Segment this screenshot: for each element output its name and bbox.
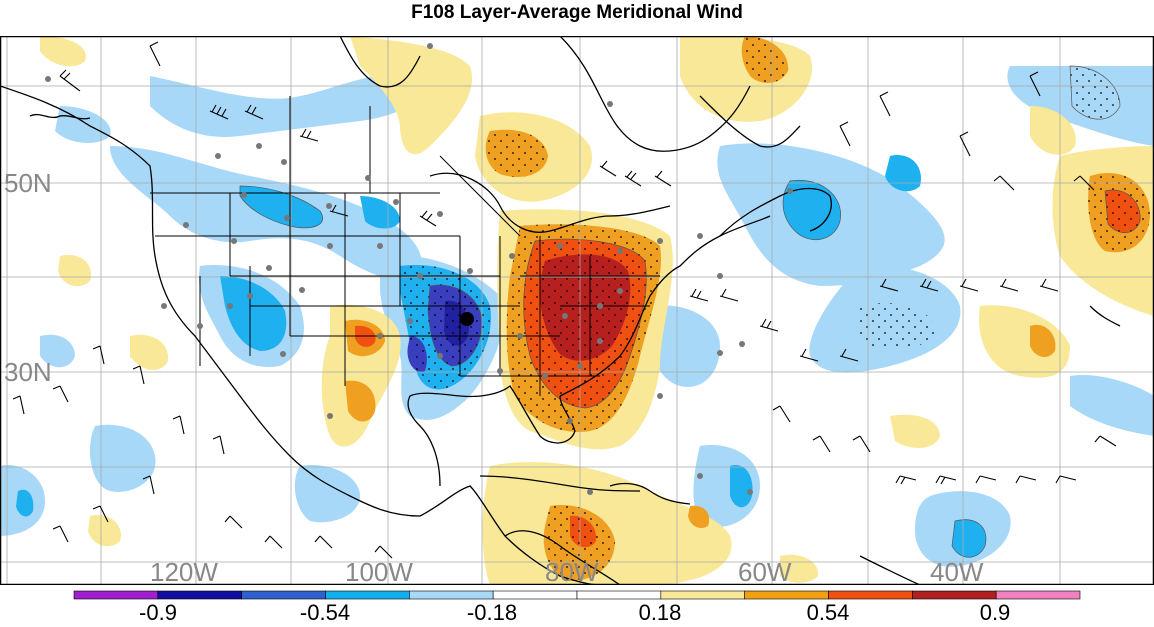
colorbar-swatch	[576, 590, 662, 600]
colorbar-swatch	[157, 590, 242, 600]
colorbar-label: -0.9	[139, 600, 177, 625]
colorbar-swatch	[241, 590, 326, 600]
station-markers	[45, 43, 793, 495]
colorbar-label: -0.54	[299, 600, 351, 625]
map-panel: 50N 30N 120W 100W 80W 60W 40W	[0, 35, 1154, 587]
lat-label-50n: 50N	[4, 168, 52, 198]
wind-barbs	[12, 41, 1117, 559]
colorbar-swatch	[660, 590, 745, 600]
colorbar-label: 0.9	[979, 600, 1011, 625]
colorbar-swatch	[409, 590, 494, 600]
map-title: F108 Layer-Average Meridional Wind	[411, 2, 743, 23]
lon-label-80w: 80W	[545, 557, 599, 585]
graticule	[0, 36, 1154, 585]
colorbar-label: 0.18	[638, 600, 682, 625]
colorbar-swatch	[492, 590, 578, 600]
coastlines	[0, 36, 1121, 585]
colorbar-swatch	[73, 590, 159, 600]
colorbar-swatch	[744, 590, 829, 600]
map-canvas: 50N 30N 120W 100W 80W 60W 40W	[0, 35, 1154, 587]
lon-label-60w: 60W	[738, 557, 792, 585]
lat-label-30n: 30N	[4, 357, 52, 387]
colorbar-swatch	[912, 590, 997, 600]
colorbar-label: -0.18	[466, 600, 518, 625]
lon-label-40w: 40W	[930, 557, 984, 585]
colorbar-swatch	[828, 590, 913, 600]
colorbar-swatch	[325, 590, 410, 600]
highlighted-station	[460, 312, 474, 326]
colorbar-label: 0.54	[806, 600, 850, 625]
political-boundaries	[150, 96, 660, 396]
lon-label-120w: 120W	[150, 557, 218, 585]
colorbar-svg	[73, 590, 1081, 600]
lon-label-100w: 100W	[345, 557, 413, 585]
colorbar	[0, 588, 1154, 622]
colorbar-swatch	[995, 590, 1081, 600]
